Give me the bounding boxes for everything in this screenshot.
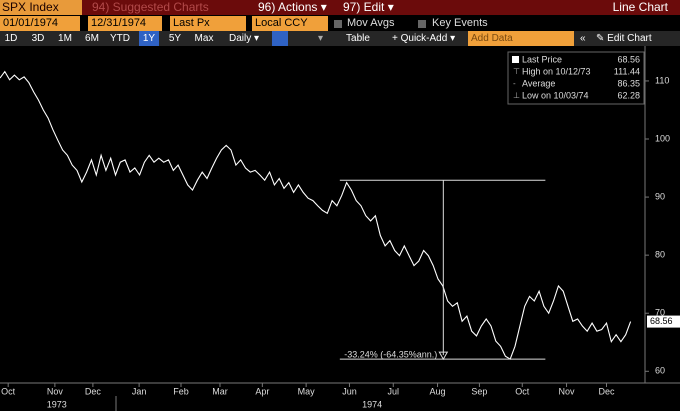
legend-glyph: ⊥ <box>513 91 520 100</box>
y-tick-label: 90 <box>655 191 665 201</box>
actions-menu[interactable]: 96) Actions ▾ <box>258 0 327 14</box>
x-tick-label: Oct <box>1 386 16 396</box>
y-tick-label: 110 <box>655 75 669 85</box>
edit-chart[interactable]: ✎ Edit Chart <box>596 33 652 44</box>
x-tick-label: Dec <box>598 386 615 396</box>
x-tick-label: Oct <box>515 386 530 396</box>
add-data-input[interactable]: Add Data <box>468 31 574 46</box>
key-events[interactable]: Key Events <box>432 17 488 29</box>
suggested-charts[interactable]: 94) Suggested Charts <box>92 0 209 14</box>
view-name: Line Chart <box>612 0 668 14</box>
table-button[interactable]: Table <box>346 33 370 44</box>
dropdown-icon[interactable]: ▾ <box>318 33 324 44</box>
x-tick-label: Apr <box>255 386 269 396</box>
collapse-button[interactable]: « <box>580 33 586 44</box>
x-tick-label: Mar <box>212 386 228 396</box>
legend: Last Price 68.56 ⊤ High on 10/12/73 111.44 - A… <box>507 51 645 105</box>
chart-background <box>0 46 680 411</box>
x-tick-label: Sep <box>471 386 487 396</box>
period-button[interactable]: Max <box>194 33 214 44</box>
quick-add[interactable]: + Quick-Add ▾ <box>392 33 456 44</box>
y-tick-label: 60 <box>655 366 665 376</box>
last-price-text: 68.56 <box>650 316 673 326</box>
checkbox[interactable] <box>418 20 426 28</box>
field-select[interactable]: Last Px <box>170 16 246 31</box>
period-button[interactable]: 3D <box>31 33 45 44</box>
legend-label: Average <box>522 78 555 88</box>
checkbox[interactable] <box>334 20 342 28</box>
y-tick-label: 80 <box>655 250 665 260</box>
drawdown-label: -33.24% (-64.35%ann.) <box>344 349 437 359</box>
start-date[interactable]: 01/01/1974 <box>0 16 80 31</box>
x-tick-label: Jun <box>342 386 357 396</box>
legend-box <box>507 51 645 105</box>
x-tick-label: Nov <box>47 386 64 396</box>
y-tick-label: 100 <box>655 133 670 143</box>
edit-menu[interactable]: 97) Edit ▾ <box>343 0 394 14</box>
legend-swatch <box>512 56 519 63</box>
legend-value: 111.44 <box>614 66 640 76</box>
legend-value: 62.28 <box>617 90 640 100</box>
y-tick-label: 70 <box>655 308 665 318</box>
period-button[interactable]: 1M <box>58 33 72 44</box>
drawdown-marker <box>438 351 449 361</box>
x-tick-label: Jan <box>132 386 147 396</box>
title-bar: SPX Index 94) Suggested Charts 96) Actio… <box>0 0 680 15</box>
year-label: 1973 <box>47 399 67 409</box>
chart-icon[interactable] <box>272 31 288 46</box>
legend-label: Low on 10/03/74 <box>522 90 589 100</box>
date-bar: 01/01/1974 12/31/1974 Last Px Local CCY … <box>0 16 680 31</box>
last-price-tag <box>647 315 680 328</box>
period-button[interactable]: 6M <box>85 33 99 44</box>
x-tick-label: Feb <box>173 386 189 396</box>
legend-label: Last Price <box>522 54 562 64</box>
period-button[interactable]: 5Y <box>168 33 182 44</box>
mov-avgs[interactable]: Mov Avgs <box>347 17 395 29</box>
price-line <box>0 70 632 360</box>
legend-label: High on 10/12/73 <box>522 66 591 76</box>
legend-value: 86.35 <box>617 78 640 88</box>
x-tick-label: Aug <box>430 386 446 396</box>
year-label: 1974 <box>362 399 382 409</box>
x-tick-label: Jul <box>387 386 399 396</box>
end-date[interactable]: 12/31/1974 <box>88 16 162 31</box>
period-button[interactable]: 1D <box>4 33 18 44</box>
security[interactable]: SPX Index <box>0 0 82 15</box>
currency-select[interactable]: Local CCY <box>252 16 328 31</box>
legend-glyph: ⊤ <box>513 67 520 76</box>
chart: 60 70 80 90 100 110 Oct Nov Dec Jan Feb Mar Apr May Ju… <box>0 46 680 411</box>
legend-value: 68.56 <box>617 54 640 64</box>
frequency-select[interactable]: Daily ▾ <box>228 33 260 44</box>
legend-glyph: - <box>513 79 516 88</box>
x-tick-label: Dec <box>85 386 102 396</box>
x-tick-label: Nov <box>559 386 576 396</box>
period-button[interactable]: YTD <box>110 33 130 44</box>
controls-bar: 1D 3D 1M 6M YTD 1Y 5Y Max Daily ▾ ▾ Tabl… <box>0 31 680 46</box>
period-button-active[interactable]: 1Y <box>139 31 159 46</box>
x-tick-label: May <box>298 386 316 396</box>
